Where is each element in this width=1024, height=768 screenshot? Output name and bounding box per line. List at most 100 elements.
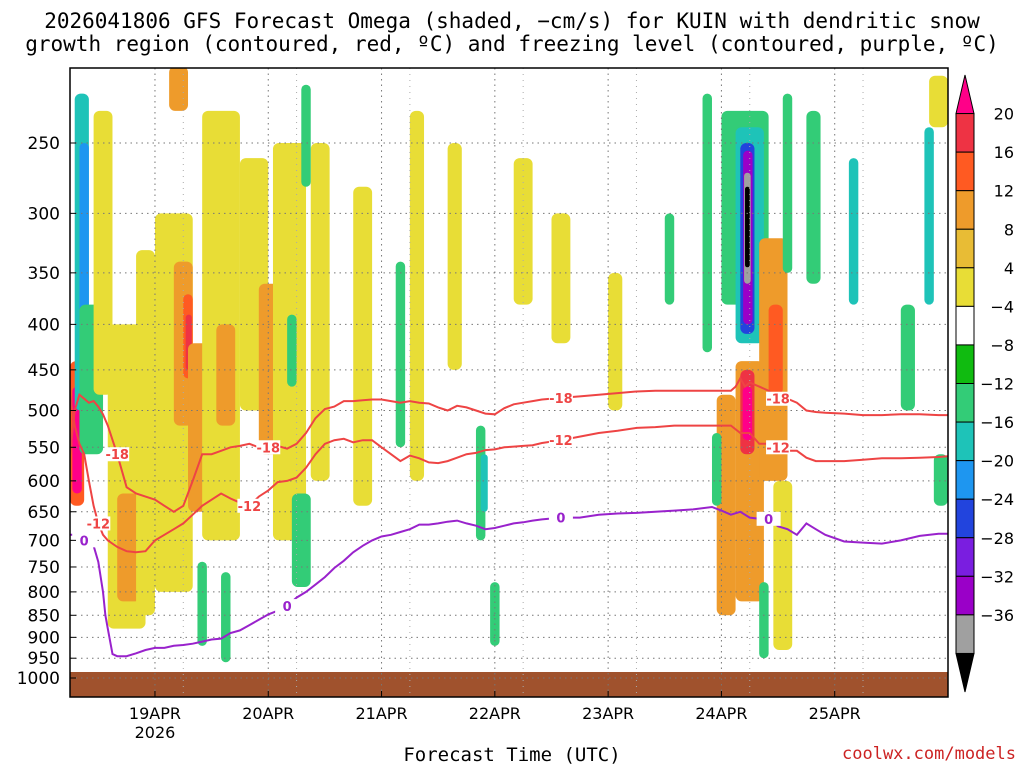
omega-region bbox=[169, 68, 189, 111]
omega-region bbox=[136, 250, 155, 616]
contour-label: 0 bbox=[764, 513, 773, 528]
contour-label: -12 bbox=[549, 434, 573, 449]
credit-link[interactable]: coolwx.com/models bbox=[842, 744, 1016, 764]
omega-region bbox=[745, 186, 750, 268]
contour-label-bg bbox=[548, 510, 573, 525]
contour-label: -18 bbox=[257, 441, 281, 456]
colorbar-swatch bbox=[955, 421, 975, 462]
contour-label: -18 bbox=[766, 393, 790, 408]
x-tick-label: 25APR bbox=[809, 704, 861, 723]
x-tick-label: 20APR bbox=[242, 704, 294, 723]
omega-region bbox=[447, 143, 462, 370]
chart-title-line2: growth region (contoured, red, ºC) and f… bbox=[25, 32, 999, 56]
contour-label: -12 bbox=[87, 517, 111, 532]
omega-region bbox=[759, 582, 769, 659]
contour-label: 0 bbox=[283, 600, 292, 615]
colorbar-swatch bbox=[955, 575, 975, 616]
omega-region bbox=[924, 127, 934, 305]
colorbar-swatch bbox=[955, 344, 975, 384]
y-tick-label: 900 bbox=[28, 628, 60, 648]
colorbar-label: 12 bbox=[994, 182, 1014, 201]
colorbar-label: −36 bbox=[980, 606, 1014, 625]
y-tick-label: 400 bbox=[28, 315, 60, 335]
omega-region bbox=[848, 158, 859, 305]
omega-region bbox=[806, 110, 821, 284]
omega-region bbox=[900, 304, 915, 411]
omega-region bbox=[353, 186, 373, 506]
omega-region bbox=[409, 110, 425, 481]
omega-region bbox=[287, 314, 297, 387]
colorbar-label: −32 bbox=[980, 567, 1014, 586]
contour-lines: -18 -18 -18 -18 -12 -12 -12 -12 0 0 0 0 bbox=[70, 376, 948, 658]
colorbar-swatch bbox=[955, 267, 975, 307]
colorbar-label: −4 bbox=[990, 297, 1014, 316]
contour-label-bg bbox=[275, 599, 300, 614]
colorbar-swatch bbox=[955, 228, 975, 269]
grid-lines bbox=[70, 68, 948, 697]
colorbar-swatch bbox=[955, 652, 975, 693]
colorbar-swatch bbox=[955, 537, 975, 577]
contour-label-bg bbox=[766, 391, 791, 406]
omega-region bbox=[480, 454, 488, 512]
y-tick-label: 300 bbox=[28, 204, 60, 224]
x-tick-label: 23APR bbox=[582, 704, 634, 723]
omega-region bbox=[782, 93, 793, 273]
omega-region bbox=[933, 454, 948, 506]
colorbar-label: 20 bbox=[994, 105, 1014, 124]
colorbar-swatch bbox=[955, 305, 975, 346]
contour-label-bg bbox=[86, 516, 111, 531]
colorbar-swatch bbox=[955, 614, 975, 654]
omega-shading bbox=[70, 68, 948, 663]
omega-region bbox=[742, 386, 753, 441]
contour-label: 0 bbox=[80, 534, 89, 549]
contour-label: -12 bbox=[238, 500, 262, 515]
y-tick-label: 600 bbox=[28, 472, 60, 492]
contour-line bbox=[70, 394, 948, 554]
ground-surface bbox=[70, 672, 948, 697]
omega-region bbox=[117, 493, 141, 602]
colorbar-label: 16 bbox=[994, 143, 1014, 162]
chart-title-line1: 2026041806 GFS Forecast Omega (shaded, −… bbox=[44, 9, 980, 33]
colorbar-swatch bbox=[955, 74, 975, 115]
contour-label: -12 bbox=[766, 441, 790, 456]
colorbar-label: 8 bbox=[1004, 220, 1014, 239]
y-axis: 2503003504004505005506006507007508008509… bbox=[17, 134, 76, 689]
y-tick-label: 800 bbox=[28, 583, 60, 603]
x-tick-sublabel: 2026 bbox=[135, 723, 176, 742]
colorbar-label: −28 bbox=[980, 529, 1014, 548]
omega-region bbox=[395, 261, 406, 448]
colorbar-label: 4 bbox=[1004, 259, 1014, 278]
x-axis-label: Forecast Time (UTC) bbox=[403, 744, 621, 766]
ground-band bbox=[70, 672, 948, 697]
colorbar-swatch bbox=[955, 460, 975, 500]
omega-region bbox=[664, 213, 675, 305]
contour-label: -18 bbox=[105, 448, 129, 463]
contour-label: -18 bbox=[549, 392, 573, 407]
colorbar-label: −20 bbox=[980, 452, 1014, 471]
y-tick-label: 950 bbox=[28, 649, 60, 669]
omega-region bbox=[608, 272, 623, 411]
omega-region bbox=[711, 432, 722, 506]
omega-region bbox=[551, 213, 571, 344]
colorbar-label: −16 bbox=[980, 413, 1014, 432]
colorbar-label: −24 bbox=[980, 490, 1014, 509]
omega-region bbox=[702, 93, 712, 353]
x-tick-label: 19APR bbox=[129, 704, 181, 723]
y-tick-label: 700 bbox=[28, 531, 60, 551]
omega-region bbox=[216, 324, 236, 426]
colorbar-label: −8 bbox=[990, 336, 1014, 355]
omega-region bbox=[768, 304, 783, 395]
y-tick-label: 750 bbox=[28, 558, 60, 578]
colorbar-swatch bbox=[955, 383, 975, 423]
y-tick-label: 1000 bbox=[17, 669, 60, 689]
contour-label: 0 bbox=[556, 512, 565, 527]
contour-label-bg bbox=[548, 390, 573, 405]
omega-region bbox=[301, 84, 311, 187]
y-tick-label: 850 bbox=[28, 606, 60, 626]
x-tick-label: 21APR bbox=[356, 704, 408, 723]
contour-label-bg bbox=[256, 440, 281, 455]
colorbar-swatch bbox=[955, 151, 975, 192]
colorbar-label: −12 bbox=[980, 375, 1014, 394]
